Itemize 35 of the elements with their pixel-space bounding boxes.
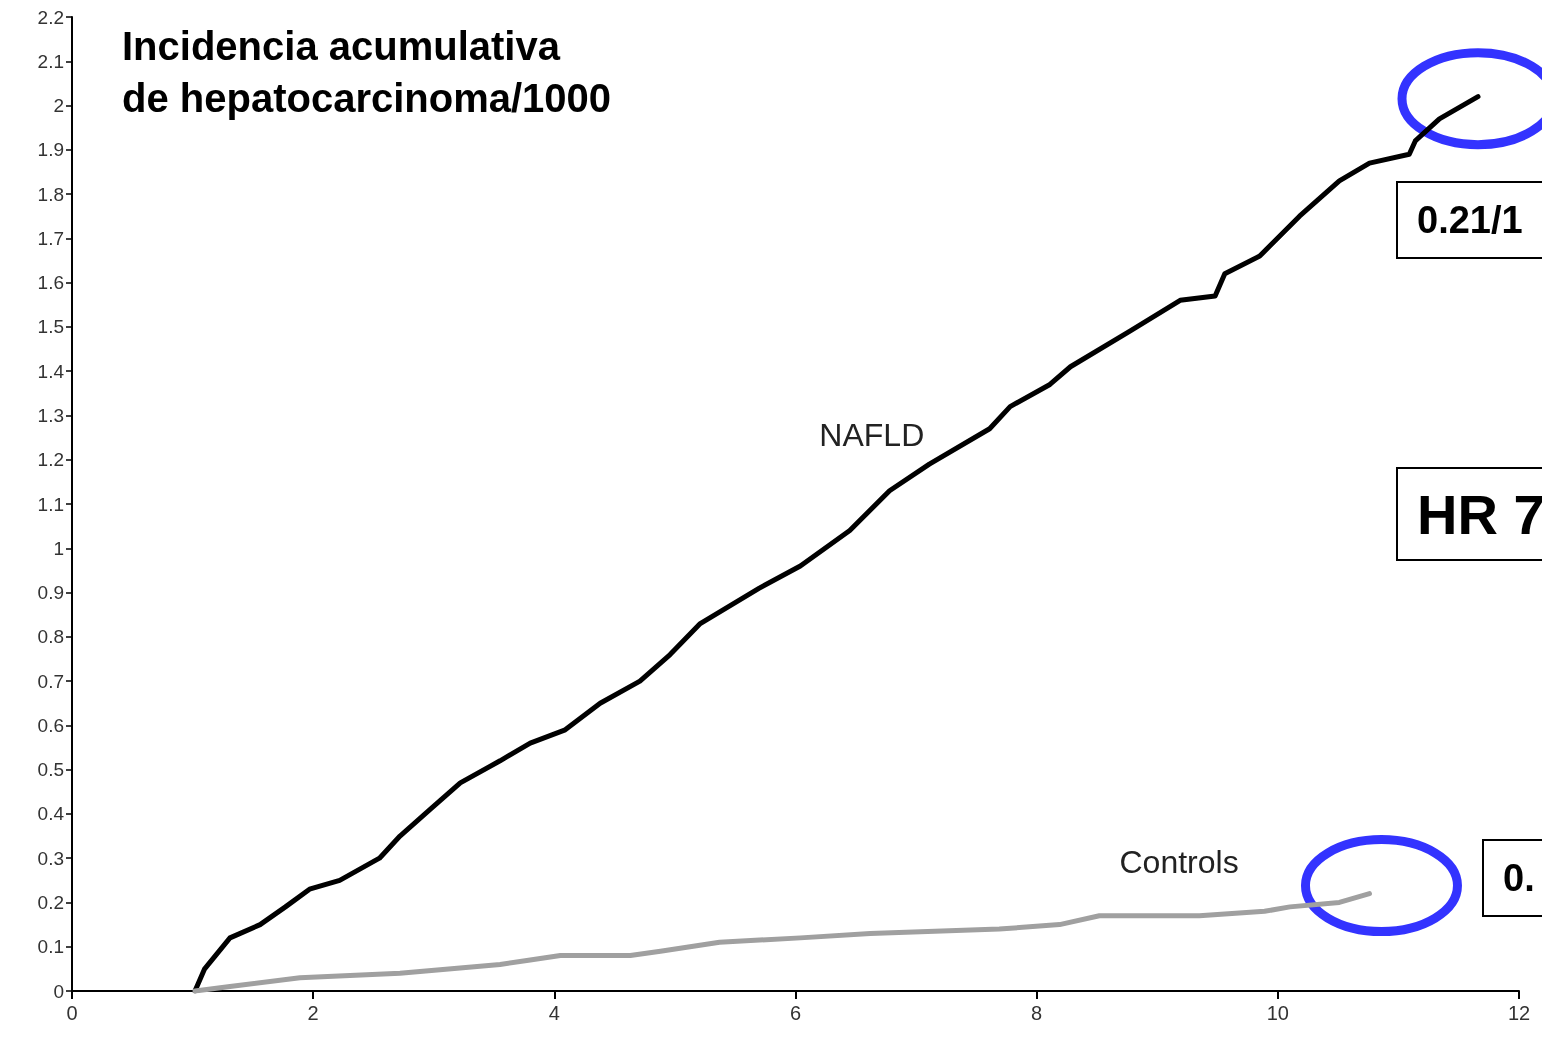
x-tick-label: 2 [307, 1002, 319, 1024]
y-tick-label: 1.2 [37, 449, 64, 471]
y-tick-label: 2 [53, 95, 64, 117]
y-tick-label: 1.1 [37, 493, 64, 515]
y-tick-label: 1 [53, 537, 64, 559]
y-tick-label: 0.6 [37, 714, 64, 736]
x-tick-label: 4 [548, 1002, 560, 1024]
y-tick-label: 2.1 [37, 50, 64, 72]
y-tick-label: 1.5 [37, 316, 64, 338]
x-tick-label: 12 [1507, 1002, 1531, 1024]
y-tick-label: 1.6 [37, 272, 64, 294]
y-tick-label: 1.4 [37, 360, 65, 382]
y-tick-label: 0.3 [37, 847, 64, 869]
annotation: 0.21/1 [1417, 199, 1523, 241]
annotation: HR 7 [1417, 482, 1542, 546]
x-tick-label: 10 [1266, 1002, 1289, 1024]
annotation: 0. [1503, 857, 1535, 899]
y-tick-label: 1.3 [37, 404, 64, 426]
y-tick-label: 0.9 [37, 582, 64, 604]
series-label: NAFLD [819, 417, 925, 454]
y-tick-label: 0 [53, 980, 64, 1002]
y-tick-label: 2.2 [37, 6, 64, 28]
y-tick-label: 0.5 [37, 759, 64, 781]
y-tick-label: 1.8 [37, 183, 64, 205]
y-tick-label: 0.4 [37, 803, 65, 825]
x-tick-label: 8 [1031, 1002, 1043, 1024]
y-tick-label: 1.9 [37, 139, 64, 161]
y-tick-label: 0.8 [37, 626, 64, 648]
text: Incidencia acumulativa de hepatocarcinoma/1000 [122, 24, 612, 120]
series-label: Controls [1119, 843, 1239, 880]
y-tick-label: 0.7 [37, 670, 64, 692]
x-tick-label: 6 [789, 1002, 802, 1024]
y-tick-label: 1.7 [37, 227, 64, 249]
y-tick-label: 0.2 [37, 891, 64, 913]
y-tick-label: 0.1 [37, 936, 64, 958]
